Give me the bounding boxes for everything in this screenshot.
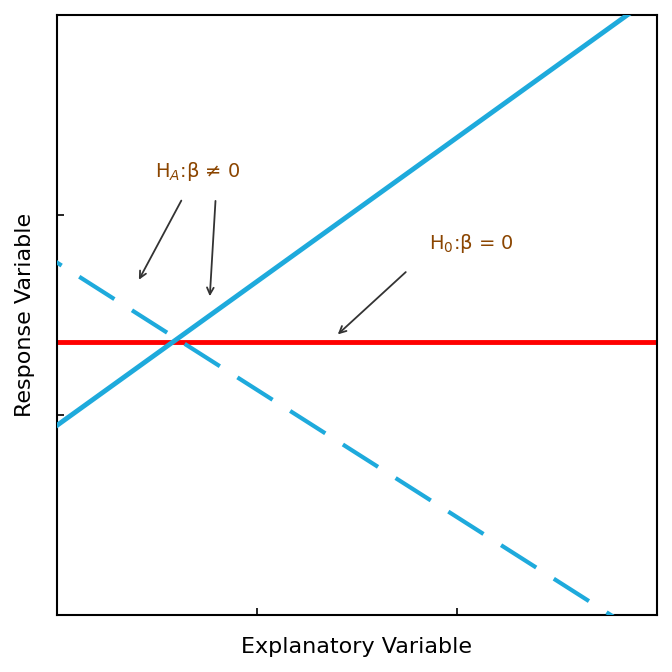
Y-axis label: Response Variable: Response Variable (15, 213, 35, 417)
Text: H$_0$:β = 0: H$_0$:β = 0 (429, 233, 513, 255)
X-axis label: Explanatory Variable: Explanatory Variable (241, 637, 472, 657)
Text: H$_A$:β ≠ 0: H$_A$:β ≠ 0 (155, 160, 241, 183)
